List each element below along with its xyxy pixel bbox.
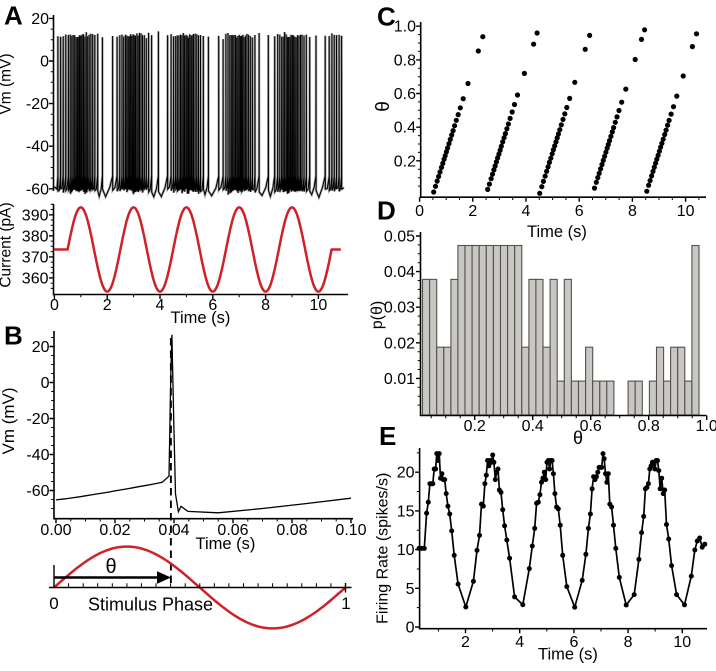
svg-text:θ: θ — [105, 556, 116, 578]
svg-text:0: 0 — [40, 54, 49, 71]
svg-text:2: 2 — [461, 634, 470, 651]
svg-text:0.10: 0.10 — [335, 522, 366, 539]
svg-text:20: 20 — [31, 11, 49, 28]
svg-text:0.02: 0.02 — [99, 522, 130, 539]
svg-text:Stimulus Phase: Stimulus Phase — [88, 595, 213, 615]
svg-text:Vm (mV): Vm (mV) — [0, 387, 18, 454]
svg-text:Current (pA): Current (pA) — [0, 202, 15, 287]
svg-text:0: 0 — [41, 375, 50, 392]
svg-text:0: 0 — [50, 297, 59, 314]
svg-text:8: 8 — [628, 203, 637, 220]
svg-text:10: 10 — [310, 297, 328, 314]
svg-text:20: 20 — [32, 339, 50, 356]
svg-text:2: 2 — [103, 297, 112, 314]
svg-text:Time (s): Time (s) — [196, 535, 256, 553]
svg-text:-40: -40 — [26, 139, 49, 156]
svg-text:370: 370 — [22, 249, 49, 266]
svg-text:0.04: 0.04 — [158, 522, 189, 539]
svg-text:10: 10 — [673, 634, 691, 651]
svg-text:θ: θ — [373, 101, 394, 112]
svg-text:Time (s): Time (s) — [538, 646, 598, 664]
svg-text:0.05: 0.05 — [384, 229, 415, 246]
svg-text:10: 10 — [677, 203, 695, 220]
svg-text:4: 4 — [522, 203, 531, 220]
svg-text:A: A — [4, 1, 23, 31]
svg-text:θ: θ — [573, 428, 583, 448]
svg-text:-60: -60 — [26, 483, 49, 500]
svg-text:C: C — [377, 2, 396, 32]
svg-text:Time (s): Time (s) — [171, 309, 231, 327]
svg-text:4: 4 — [515, 634, 524, 651]
svg-text:380: 380 — [22, 228, 49, 245]
svg-text:0.06: 0.06 — [217, 522, 248, 539]
svg-text:0.01: 0.01 — [384, 371, 415, 388]
svg-text:Vm (mV): Vm (mV) — [0, 53, 15, 114]
svg-text:0.6: 0.6 — [394, 86, 416, 103]
svg-text:5: 5 — [406, 581, 415, 598]
svg-text:6: 6 — [569, 634, 578, 651]
svg-text:0.03: 0.03 — [384, 300, 415, 317]
svg-text:0.2: 0.2 — [394, 153, 416, 170]
svg-text:E: E — [379, 421, 396, 451]
svg-text:8: 8 — [261, 297, 270, 314]
svg-text:-20: -20 — [26, 411, 49, 428]
svg-text:360: 360 — [22, 270, 49, 287]
svg-text:0.8: 0.8 — [638, 418, 660, 435]
svg-text:1.0: 1.0 — [394, 19, 416, 36]
svg-text:0.4: 0.4 — [522, 418, 544, 435]
svg-text:20: 20 — [397, 465, 415, 482]
svg-text:0: 0 — [415, 203, 424, 220]
svg-text:6: 6 — [575, 203, 584, 220]
svg-text:0.6: 0.6 — [580, 418, 602, 435]
svg-text:0.4: 0.4 — [394, 120, 416, 137]
svg-text:D: D — [377, 196, 396, 226]
svg-text:-20: -20 — [26, 96, 49, 113]
svg-text:0.08: 0.08 — [276, 522, 307, 539]
svg-text:2: 2 — [468, 203, 477, 220]
svg-text:4: 4 — [156, 297, 165, 314]
svg-text:8: 8 — [624, 634, 633, 651]
svg-text:Firing Rate (spikes/s): Firing Rate (spikes/s) — [375, 473, 392, 624]
svg-text:0.04: 0.04 — [384, 264, 415, 281]
svg-text:0: 0 — [406, 620, 415, 637]
svg-text:15: 15 — [397, 503, 415, 520]
svg-text:6: 6 — [208, 297, 217, 314]
svg-text:p(θ): p(θ) — [369, 301, 386, 329]
svg-text:1: 1 — [341, 594, 350, 613]
svg-text:1.0: 1.0 — [696, 418, 716, 435]
svg-text:0.8: 0.8 — [394, 52, 416, 69]
svg-text:B: B — [4, 321, 23, 351]
svg-text:-40: -40 — [26, 447, 49, 464]
svg-text:0.00: 0.00 — [40, 522, 71, 539]
svg-text:Time (s): Time (s) — [527, 223, 587, 241]
svg-text:10: 10 — [397, 542, 415, 559]
svg-text:390: 390 — [22, 207, 49, 224]
svg-text:0.02: 0.02 — [384, 335, 415, 352]
svg-text:-60: -60 — [26, 181, 49, 198]
svg-text:0: 0 — [49, 594, 58, 613]
svg-text:0.2: 0.2 — [464, 418, 486, 435]
